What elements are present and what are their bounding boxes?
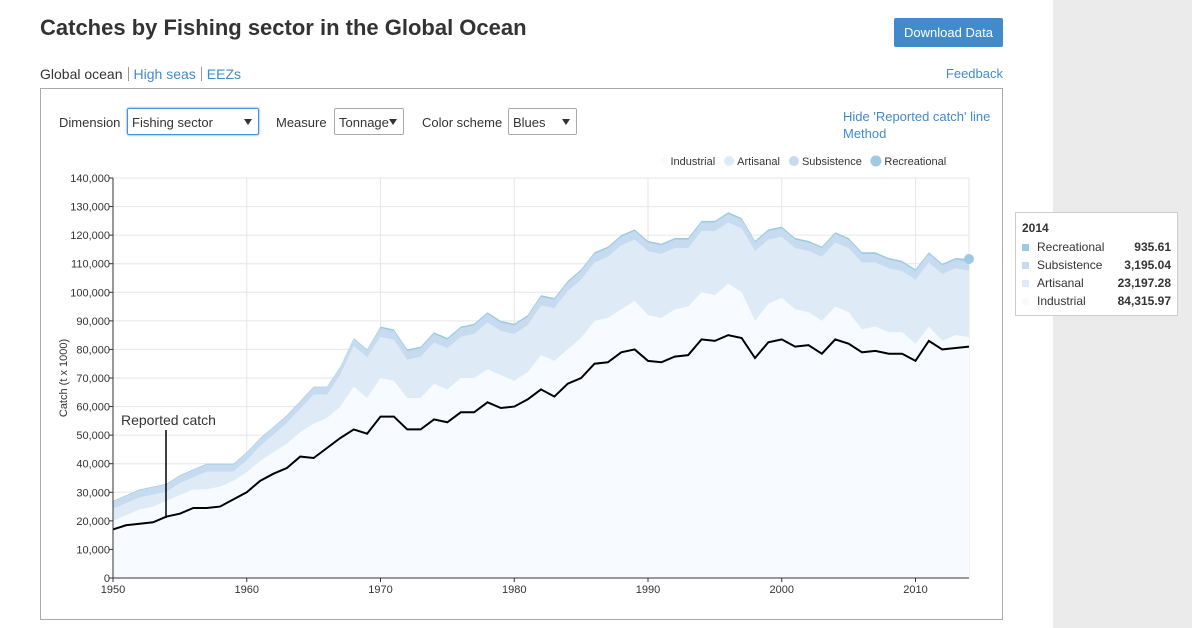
data: Reported catch	[112, 212, 974, 578]
x-tick-label: 1960	[235, 584, 259, 596]
select[interactable]: Fishing sector	[127, 108, 259, 135]
y-tick-label: 10,000	[76, 544, 110, 556]
separator	[127, 67, 129, 81]
x-tick-label: 2010	[903, 584, 927, 596]
tooltip-row: Artisanal 23,197.28	[1022, 274, 1171, 292]
x-tick-label: 1970	[368, 584, 392, 596]
x-tick-label: 1990	[636, 584, 660, 596]
nav-link[interactable]: High seas	[133, 66, 196, 82]
select[interactable]: Tonnage	[334, 108, 404, 135]
y-tick-label: 100,000	[70, 287, 110, 299]
control-label: Dimension	[59, 115, 121, 130]
page-title: Catches by Fishing sector in the Global …	[40, 15, 527, 40]
y-tick-label: 30,000	[76, 487, 110, 499]
y-tick-label: 0	[104, 573, 110, 585]
y-tick-label: 60,000	[76, 402, 110, 414]
tooltip-name: Industrial	[1037, 294, 1086, 308]
control-label: Measure	[276, 115, 327, 130]
tooltip-name: Recreational	[1037, 240, 1105, 254]
tooltip-swatch	[1022, 243, 1029, 251]
nav: Global ocean High seas EEZs	[40, 66, 241, 82]
y-tick-label: 140,000	[70, 173, 110, 185]
y-tick-label: 130,000	[70, 202, 110, 214]
tooltip-swatch	[1022, 297, 1029, 305]
y-axis-label: Catch (t x 1000)	[58, 339, 70, 417]
tooltip-row: Industrial 84,315.97	[1022, 292, 1171, 310]
feedback-link[interactable]: Feedback	[945, 66, 1003, 81]
axes: 0 10,000 20,000 30,000 40,000 50,000 60,000 70,…	[58, 155, 969, 596]
hover-dot	[964, 254, 974, 265]
legend-label: Subsistence	[802, 156, 862, 168]
legend-swatch	[870, 155, 882, 167]
y-tick-label: 120,000	[70, 230, 110, 242]
area	[113, 222, 969, 521]
tooltip-name: Artisanal	[1037, 276, 1084, 290]
legend-swatch	[724, 156, 735, 166]
tooltip: 2014 Recreational 935.61 Subsistence 3,195.…	[1015, 212, 1178, 316]
y-tick-label: 40,000	[76, 459, 110, 471]
tooltip-swatch	[1022, 261, 1029, 269]
y-tick-label: 90,000	[76, 316, 110, 328]
links: Hide 'Reported catch' line Method	[843, 108, 990, 142]
toggle-link[interactable]: Hide 'Reported catch' line	[843, 109, 991, 124]
tooltip-value: 3,195.04	[1124, 258, 1171, 272]
legend-label: Industrial	[671, 156, 716, 168]
y-tick-label: 70,000	[76, 373, 110, 385]
annotation: Reported catch	[121, 412, 216, 428]
y-tick-label: 20,000	[76, 516, 110, 528]
tooltip-value: 84,315.97	[1117, 294, 1171, 308]
tooltip-row: Recreational 935.61	[1022, 238, 1171, 256]
legend-label: Recreational	[884, 156, 946, 168]
separator	[200, 67, 202, 81]
download-button[interactable]: Download Data	[894, 18, 1003, 47]
y-tick-label: 50,000	[76, 430, 110, 442]
legend-label: Artisanal	[737, 156, 780, 168]
control-label: Color scheme	[422, 115, 503, 130]
tooltip-name: Subsistence	[1037, 258, 1103, 272]
tooltip-value: 23,197.28	[1117, 276, 1171, 290]
method-link[interactable]: Method	[843, 126, 887, 141]
nav-current: Global ocean	[40, 66, 123, 82]
chart-box	[40, 88, 1003, 620]
reported-catch-line	[112, 334, 970, 531]
y-tick-label: 110,000	[71, 259, 110, 271]
tooltip-title: 2014	[1022, 221, 1049, 235]
x-tick-label: 1980	[502, 584, 526, 596]
nav-link[interactable]: EEZs	[206, 66, 242, 82]
x-tick-label: 2000	[770, 584, 794, 596]
legend-swatch	[788, 156, 799, 166]
select[interactable]: Blues	[508, 108, 577, 135]
y-tick-label: 80,000	[76, 344, 110, 356]
chart: Reported catch 0 10,000 20,000 30,000 40,000 5…	[58, 155, 974, 596]
x-tick-label: 1950	[101, 584, 125, 596]
tooltip-value: 935.61	[1134, 240, 1171, 254]
legend-swatch	[660, 157, 668, 165]
tooltip-row: Subsistence 3,195.04	[1022, 256, 1171, 274]
tooltip-swatch	[1022, 279, 1029, 287]
